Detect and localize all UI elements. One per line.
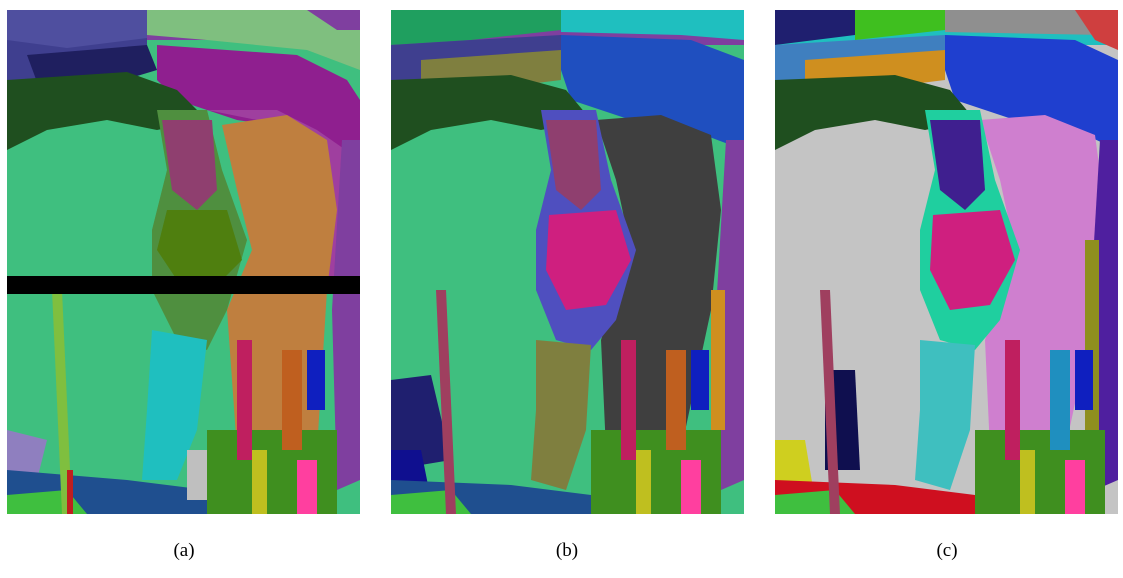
segmentation-image — [775, 10, 1118, 514]
figure: (a) (b) (c) — [0, 0, 1123, 578]
caption: (c) — [936, 540, 957, 561]
caption: (a) — [173, 540, 194, 561]
segmentation-image — [391, 10, 744, 514]
segmentation-image — [7, 10, 360, 514]
caption: (b) — [556, 540, 578, 561]
page: (a) (b) (c) (() => { const data = JSON.p… — [0, 0, 1123, 578]
